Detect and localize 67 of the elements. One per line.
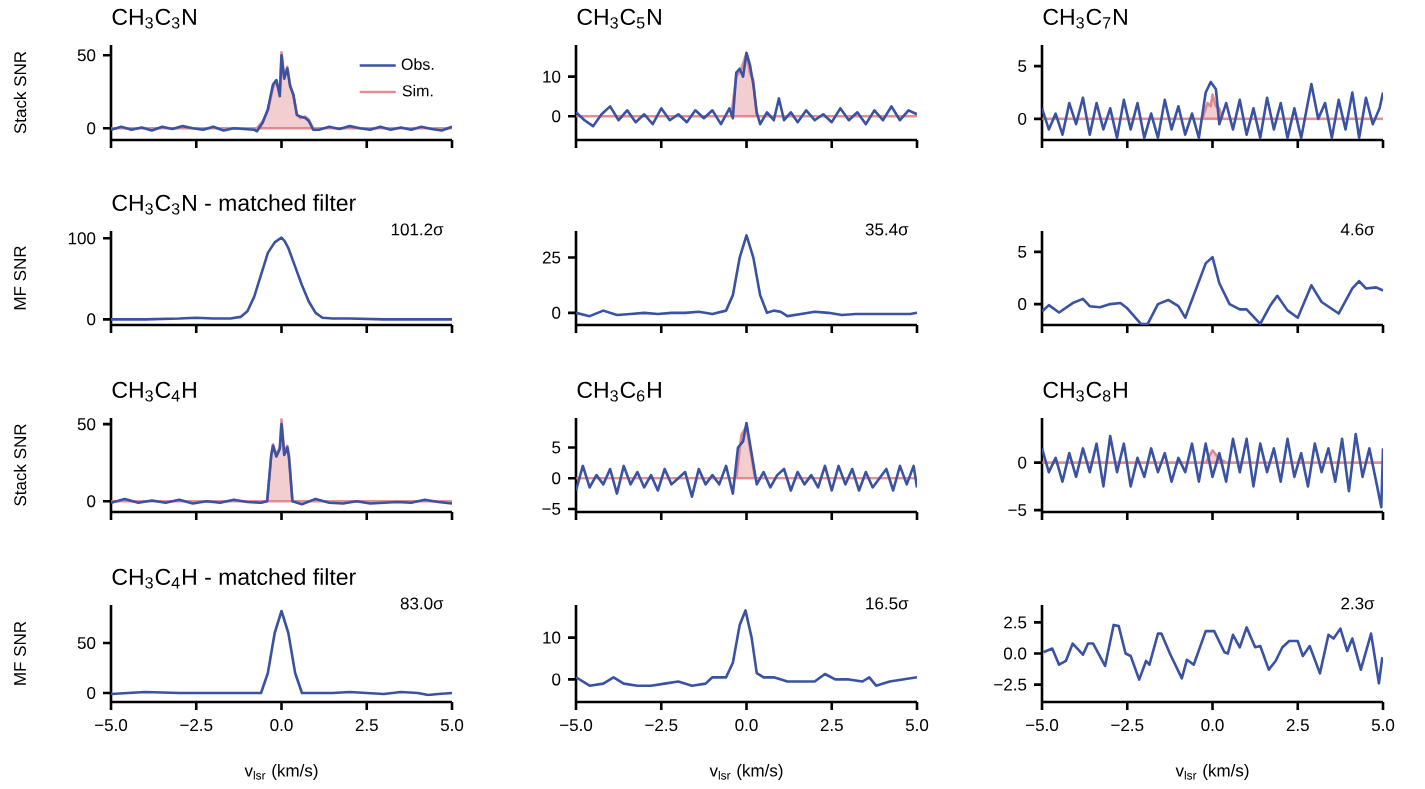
x-tick-label: −2.5 [1111, 719, 1144, 732]
chart-title: CH$_{3}$C$_{5}$N [577, 8, 661, 29]
y-tick-label: 0 [552, 673, 561, 686]
y-tick-label: 0 [1018, 112, 1027, 125]
y-tick-label: 0.0 [1003, 647, 1027, 660]
chart-title: CH$_{3}$C$_{3}$N [112, 8, 196, 29]
y-tick-label: 25 [542, 251, 561, 264]
chart-title: CH$_{3}$C$_{8}$H [1043, 381, 1127, 402]
annotation: 4.6σ [1340, 223, 1375, 236]
y-tick-label: 0 [1018, 298, 1027, 311]
y-tick-label: 10 [543, 70, 561, 83]
y-tick-label: 0 [552, 306, 561, 319]
x-axis-title: v$_{lsr}$ (km/s) [244, 764, 318, 780]
x-tick-label: 2.5 [1286, 719, 1309, 732]
y-tick-label: −5 [1008, 504, 1027, 517]
x-tick-label: 2.5 [355, 719, 378, 732]
y-tick-label: 50 [77, 636, 96, 650]
x-axis-title: v$_{lsr}$ (km/s) [1175, 764, 1249, 780]
x-tick-label: −2.5 [180, 719, 213, 732]
annotation: 83.0σ [400, 597, 444, 610]
y-tick-label: 0 [1018, 456, 1027, 469]
x-tick-label: −5.0 [95, 719, 128, 732]
chart-title: CH$_{3}$C$_{3}$N - matched filter [112, 194, 356, 215]
x-tick-label: −5.0 [1026, 719, 1059, 732]
x-tick-label: 5.0 [905, 719, 929, 732]
y-axis-title: Stack SNR [13, 424, 27, 506]
x-axis-title: v$_{lsr}$ (km/s) [709, 764, 783, 780]
chart-title: CH$_{3}$C$_{4}$H - matched filter [112, 568, 356, 589]
y-tick-label: 0 [87, 122, 96, 135]
legend-label: Obs. [401, 58, 434, 70]
x-tick-label: −2.5 [645, 719, 678, 732]
y-tick-label: 5 [1018, 60, 1027, 73]
chart-title: CH$_{3}$C$_{6}$H [577, 381, 661, 402]
y-tick-label: 0 [87, 687, 96, 700]
y-tick-label: −2.5 [994, 678, 1027, 691]
chart-title: CH$_{3}$C$_{4}$H [112, 381, 196, 402]
y-tick-label: 5 [552, 441, 561, 454]
y-tick-label: 2.5 [1004, 616, 1027, 629]
x-tick-label: 5.0 [440, 719, 464, 732]
y-tick-label: 0 [552, 110, 561, 123]
y-axis-title: MF SNR [14, 246, 27, 310]
x-tick-label: 0.0 [735, 719, 758, 732]
x-tick-label: 0.0 [1201, 719, 1224, 732]
annotation: 16.5σ [866, 597, 909, 610]
y-tick-label: 100 [68, 232, 96, 245]
annotation: 35.4σ [865, 223, 909, 236]
y-tick-label: −5 [542, 502, 561, 515]
line-series [1042, 432, 1384, 509]
y-tick-label: 50 [77, 49, 96, 62]
annotation: 2.3σ [1341, 597, 1375, 610]
x-tick-label: −5.0 [560, 719, 593, 732]
y-tick-label: 50 [77, 418, 96, 431]
y-tick-label: 5 [1018, 245, 1027, 258]
legend-label: Sim. [402, 84, 433, 97]
line-series [1042, 623, 1384, 685]
chart-title: CH$_{3}$C$_{7}$N [1043, 8, 1127, 29]
x-tick-label: 5.0 [1371, 719, 1395, 732]
y-tick-label: 0 [87, 495, 96, 508]
y-axis-title: MF SNR [14, 621, 27, 685]
x-tick-label: 0.0 [270, 719, 293, 732]
y-tick-label: 10 [543, 631, 561, 644]
line-series [576, 421, 918, 498]
y-tick-label: 0 [552, 472, 561, 485]
y-axis-title: Stack SNR [13, 51, 27, 134]
x-tick-label: 2.5 [820, 719, 843, 732]
annotation: 101.2σ [391, 223, 444, 236]
y-tick-label: 0 [87, 313, 96, 326]
